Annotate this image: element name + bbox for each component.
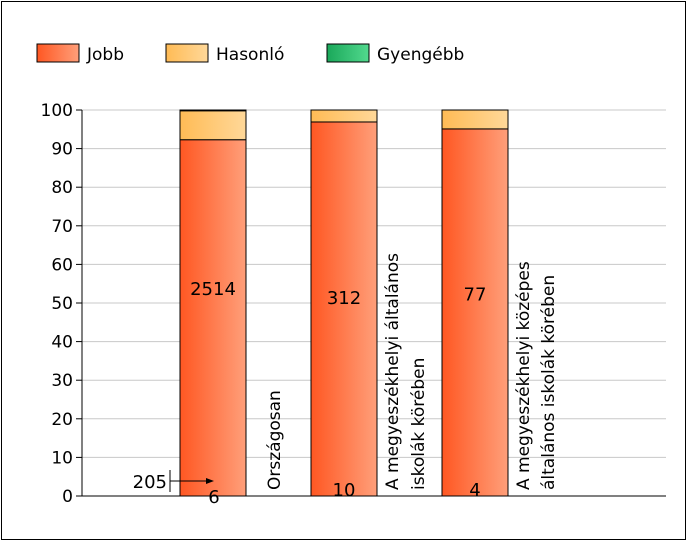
data-label-jobb-2: 77: [464, 285, 487, 306]
y-tick-label-4: 40: [51, 333, 73, 353]
leader-arrow-hasonlo-0: [206, 478, 214, 484]
legend: Jobb Hasonló Gyengébb: [36, 43, 464, 65]
bar-2-series-1: [441, 109, 509, 130]
legend-swatch-2: [326, 43, 370, 63]
y-tick-label-2: 20: [51, 410, 73, 430]
category-label-1-line-1: iskolák körében: [409, 358, 429, 490]
bar-1-series-0: [310, 121, 378, 497]
data-labels: 2514 312 77 205 10 4 6: [133, 279, 487, 508]
category-label-0-line-0: Országosan: [265, 390, 285, 490]
y-tick-label-7: 70: [51, 217, 73, 237]
y-tick-label-5: 50: [51, 294, 73, 314]
legend-swatch-0: [36, 43, 80, 63]
data-label-hasonlo-2: 4: [469, 480, 480, 501]
legend-label-2: Gyengébb: [377, 45, 464, 65]
legend-swatch-1: [165, 43, 209, 63]
y-tick-label-8: 80: [51, 178, 73, 198]
data-label-hasonlo-1: 10: [333, 480, 356, 501]
bars: [179, 109, 509, 497]
category-label-2-line-1: általános iskolák körében: [539, 275, 559, 490]
data-label-gyengebb-0: 6: [208, 487, 219, 508]
bar-0-series-0: [179, 139, 247, 497]
data-label-jobb-1: 312: [327, 288, 361, 309]
category-labels: Országosan A megyeszékhelyi általános isko…: [265, 253, 559, 490]
bar-2-series-0: [441, 128, 509, 497]
bar-0-series-2: [179, 109, 247, 112]
y-tick-label-9: 90: [51, 140, 73, 160]
bar-0-series-1: [179, 110, 247, 141]
y-tick-label-3: 30: [51, 371, 73, 391]
data-label-hasonlo-0: 205: [133, 472, 167, 493]
data-label-jobb-0: 2514: [190, 279, 236, 300]
y-tick-label-0: 0: [62, 487, 73, 507]
legend-label-0: Jobb: [86, 45, 124, 65]
legend-label-1: Hasonló: [216, 45, 284, 65]
y-tick-label-10: 100: [41, 101, 73, 121]
category-label-1-line-0: A megyeszékhelyi általános: [383, 253, 403, 490]
category-label-2-line-0: A megyeszékhelyi középes: [514, 261, 534, 490]
y-tick-label-1: 10: [51, 448, 73, 468]
bar-1-series-1: [310, 109, 378, 123]
y-tick-label-6: 60: [51, 255, 73, 275]
